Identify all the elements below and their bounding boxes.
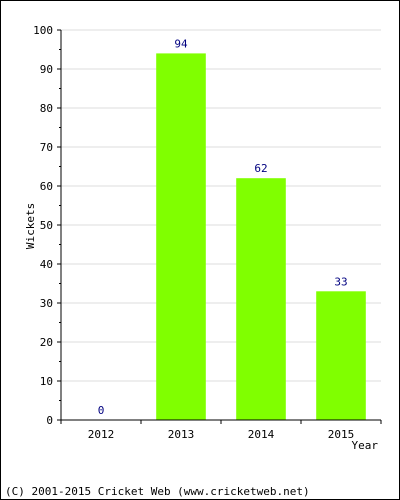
data-label: 33: [334, 275, 347, 288]
x-axis-label: Year: [352, 439, 379, 452]
bar: [236, 178, 286, 420]
y-tick-label: 50: [40, 219, 53, 232]
y-tick-label: 90: [40, 63, 53, 76]
x-tick-label: 2015: [328, 428, 355, 441]
y-tick-label: 0: [46, 414, 53, 427]
x-tick-labels: 2012 2013 2014 2015: [88, 428, 355, 441]
y-tick-label: 60: [40, 180, 53, 193]
data-label: 94: [174, 37, 188, 50]
y-tick-label: 10: [40, 375, 53, 388]
axes: [57, 29, 382, 424]
y-tick-label: 100: [33, 24, 53, 37]
bar: [156, 53, 206, 421]
y-tick-label: 80: [40, 102, 53, 115]
x-tick-label: 2014: [248, 428, 275, 441]
x-tick-label: 2013: [168, 428, 195, 441]
data-label: 0: [98, 404, 105, 417]
x-tick-label: 2012: [88, 428, 115, 441]
data-labels: 0 94 62 33: [98, 37, 348, 417]
y-tick-label: 70: [40, 141, 53, 154]
data-label: 62: [254, 162, 267, 175]
bar: [316, 291, 366, 420]
y-axis-label: Wickets: [24, 203, 37, 249]
y-tick-labels: 0 10 20 30 40 50 60 70 80 90 100: [33, 24, 53, 427]
copyright-footer: (C) 2001-2015 Cricket Web (www.cricketwe…: [5, 485, 310, 498]
y-tick-label: 20: [40, 336, 53, 349]
bars: [156, 53, 366, 421]
y-tick-label: 40: [40, 258, 53, 271]
y-tick-label: 30: [40, 297, 53, 310]
